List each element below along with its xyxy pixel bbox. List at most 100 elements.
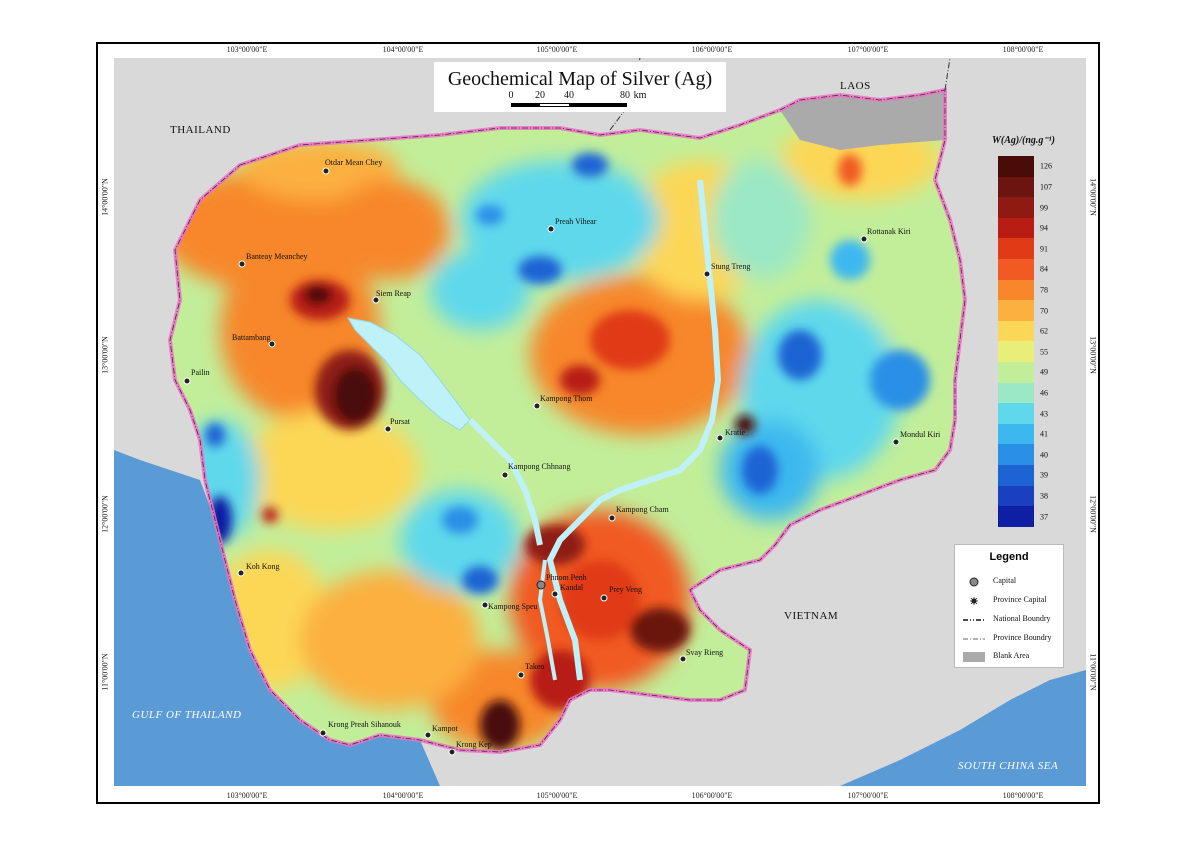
place-kampong-thom: Kampong Thom <box>540 394 593 403</box>
marker-kampong-speu <box>481 601 489 609</box>
colorbar-label-38: 38 <box>1040 491 1048 501</box>
colorbar-cell-107 <box>998 176 1034 198</box>
scale-label-80: 80 <box>620 90 630 101</box>
colorbar-cell-126 <box>998 156 1034 178</box>
lon-label-bottom-5: 107°00'00"E <box>847 791 889 800</box>
colorbar-cell-78 <box>998 279 1034 301</box>
lat-label-right-2: 13°00'00"N <box>1088 336 1098 374</box>
colorbar-cell-39 <box>998 465 1034 487</box>
colorbar-cell-99 <box>998 197 1034 219</box>
colorbar-cell-40 <box>998 444 1034 466</box>
scale-label-0: 0 <box>508 90 514 101</box>
lat-label-left-1: 14°00'00"N <box>100 178 110 216</box>
lon-label-top-3: 105°00'00"E <box>536 45 578 54</box>
capital-symbol-icon <box>969 577 979 587</box>
gulf-of-thailand <box>114 450 440 786</box>
colorbar-label-46: 46 <box>1040 388 1048 398</box>
place-krong-kep: Krong Kep <box>456 740 492 749</box>
marker-banteay-meanchey <box>238 260 246 268</box>
province-capital-symbol-icon <box>970 597 978 605</box>
colorbar-cell-91 <box>998 238 1034 260</box>
colorbar-label-126: 126 <box>1040 161 1052 171</box>
colorbar-cell-94 <box>998 217 1034 239</box>
lon-label-top-1: 103°00'00"E <box>226 45 268 54</box>
national-boundary-symbol-icon <box>963 619 985 621</box>
place-rottanak-kiri: Rottanak Kiri <box>867 227 911 236</box>
scale-label-40: 40 <box>564 90 574 101</box>
lon-label-top-2: 104°00'00"E <box>382 45 424 54</box>
place-banteay-meanchey: Banteay Meanchey <box>246 252 308 261</box>
marker-otdar-mean-chey <box>322 167 330 175</box>
place-kratie: Kratie <box>725 428 745 437</box>
mekong-river <box>546 179 722 681</box>
marker-stung-treng <box>703 270 711 278</box>
place-stung-treng: Stung Treng <box>711 262 751 271</box>
sea-south-china-sea: SOUTH CHINA SEA <box>958 760 1059 772</box>
marker-pailin <box>183 377 191 385</box>
legend-label-province-boundary: Province Boundry <box>993 633 1052 642</box>
marker-battambang <box>268 340 276 348</box>
place-preah-vihear: Preah Vihear <box>555 217 597 226</box>
marker-kampong-chhnang <box>501 471 509 479</box>
lat-label-left-2: 13°00'00"N <box>100 336 110 374</box>
colorbar-cell-38 <box>998 485 1034 507</box>
blank-area <box>780 90 945 150</box>
colorbar-label-41: 41 <box>1040 429 1048 439</box>
place-siem-reap: Siem Reap <box>376 289 411 298</box>
place-svay-rieng: Svay Rieng <box>686 648 724 657</box>
scale-unit: km <box>633 90 647 101</box>
lon-label-bottom-2: 104°00'00"E <box>382 791 424 800</box>
marker-krong-kep <box>448 748 456 756</box>
colorbar-cell-55 <box>998 341 1034 363</box>
scale-bar <box>511 103 627 107</box>
marker-kampot <box>424 731 432 739</box>
colorbar-label-91: 91 <box>1040 244 1048 254</box>
colorbar-label-70: 70 <box>1040 306 1048 315</box>
place-kandal: Kandal <box>560 583 584 592</box>
place-prey-veng: Prey Veng <box>609 585 642 594</box>
place-koh-kong: Koh Kong <box>246 562 280 571</box>
marker-svay-rieng <box>679 655 687 663</box>
colorbar-title: W(Ag)/(ng.g⁻¹) <box>992 135 1055 146</box>
sea-gulf-of-thailand: GULF OF THAILAND <box>132 709 242 721</box>
lon-label-top-4: 106°00'00"E <box>691 45 733 54</box>
lon-label-top-5: 107°00'00"E <box>847 45 889 54</box>
country-vietnam: VIETNAM <box>784 610 839 622</box>
lat-label-left-4: 11°00'00"N <box>100 653 110 691</box>
legend-box: Legend Capital Province Capital National… <box>954 544 1064 668</box>
province-boundary-symbol-icon <box>963 638 985 640</box>
marker-prey-veng <box>600 594 608 602</box>
tonle-sap-river <box>467 417 543 546</box>
marker-pursat <box>384 425 392 433</box>
colorbar-cell-43 <box>998 403 1034 425</box>
colorbar-cell-70 <box>998 300 1034 322</box>
marker-kampong-cham <box>608 514 616 522</box>
colorbar-cell-37 <box>998 506 1034 528</box>
colorbar-label-78: 78 <box>1040 285 1048 295</box>
marker-koh-kong <box>237 569 245 577</box>
south-china-sea <box>840 670 1086 786</box>
colorbar-label-62: 62 <box>1040 326 1048 336</box>
legend-item-national-boundary: National Boundry <box>963 613 1063 627</box>
marker-kampong-thom <box>533 402 541 410</box>
legend-label-blank-area: Blank Area <box>993 651 1030 660</box>
lon-label-bottom-1: 103°00'00"E <box>226 791 268 800</box>
legend-label-capital: Capital <box>993 576 1017 585</box>
colorbar-label-99: 99 <box>1040 203 1048 212</box>
place-kampong-chhnang: Kampong Chhnang <box>508 462 571 471</box>
lat-label-right-3: 12°00'00"N <box>1088 495 1098 533</box>
colorbar-cell-84 <box>998 259 1034 281</box>
colorbar-label-43: 43 <box>1040 409 1048 418</box>
heat-peaks <box>205 153 930 750</box>
colorbar-label-40: 40 <box>1040 450 1048 460</box>
place-mondul-kiri: Mondul Kiri <box>900 430 941 439</box>
colorbar-label-37: 37 <box>1040 512 1048 521</box>
lat-label-left-3: 12°00'00"N <box>100 495 110 533</box>
lat-label-right-4: 11°00'00"N <box>1088 653 1098 691</box>
legend-item-province-boundary: Province Boundry <box>963 632 1063 646</box>
marker-preah-vihear <box>547 225 555 233</box>
marker-siem-reap <box>372 296 380 304</box>
legend-label-national-boundary: National Boundry <box>993 614 1051 623</box>
colorbar-label-94: 94 <box>1040 223 1048 233</box>
